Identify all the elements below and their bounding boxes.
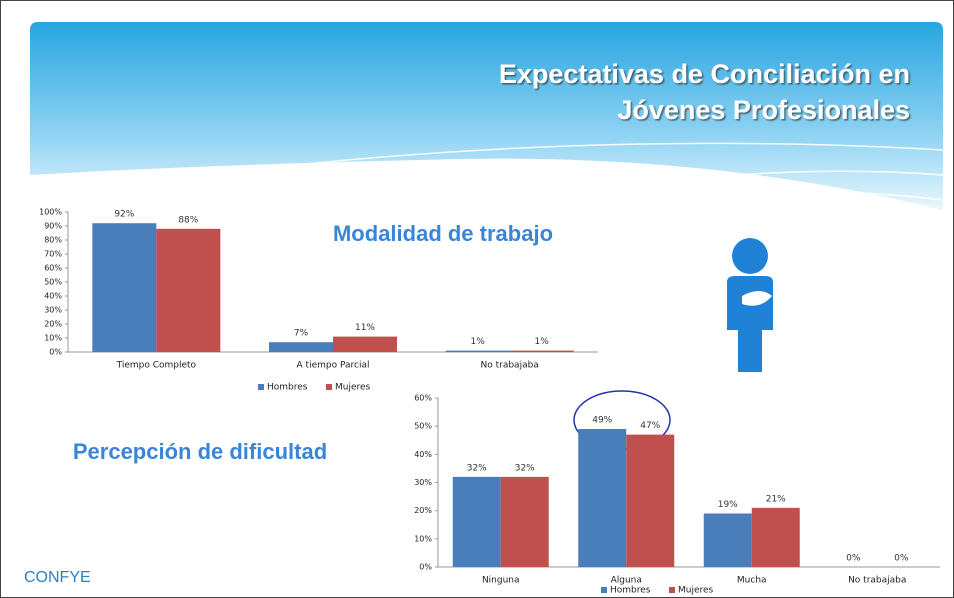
legend-label: Hombres: [610, 586, 651, 596]
slide-title: Expectativas de Conciliación en: [499, 59, 910, 89]
x-tick-label: No trabajaba: [481, 361, 539, 371]
x-tick-label: Mucha: [737, 576, 767, 586]
bar: [452, 476, 501, 567]
x-tick-label: Alguna: [611, 576, 642, 586]
x-tick-label: Ninguna: [482, 576, 520, 586]
bar: [578, 428, 627, 567]
x-tick-label: Tiempo Completo: [116, 361, 197, 371]
y-tick-label: 30%: [44, 306, 62, 315]
y-tick-label: 90%: [44, 222, 62, 231]
y-tick-label: 100%: [39, 208, 62, 217]
legend-label: Hombres: [267, 383, 308, 393]
bar: [500, 476, 549, 567]
y-tick-label: 30%: [414, 478, 432, 487]
value-label: 49%: [592, 415, 612, 425]
value-label: 88%: [178, 215, 198, 225]
y-tick-label: 0%: [419, 563, 432, 572]
value-label: 0%: [846, 554, 861, 564]
y-tick-label: 40%: [44, 292, 62, 301]
y-tick-label: 0%: [49, 348, 62, 357]
y-tick-label: 10%: [414, 534, 432, 543]
bar: [333, 336, 397, 352]
x-tick-label: No trabajaba: [848, 576, 906, 586]
y-tick-label: 50%: [44, 278, 62, 287]
chart-title: Modalidad de trabajo: [333, 221, 553, 246]
value-label: 0%: [894, 554, 909, 564]
value-label: 32%: [515, 463, 535, 473]
legend-swatch: [326, 384, 332, 390]
legend-swatch: [601, 587, 607, 593]
value-label: 19%: [718, 500, 738, 510]
y-tick-label: 10%: [44, 334, 62, 343]
y-tick-label: 60%: [414, 394, 432, 403]
bar: [509, 350, 574, 352]
value-label: 92%: [114, 210, 134, 220]
bar: [92, 223, 157, 352]
legend-label: Mujeres: [678, 586, 714, 596]
y-tick-label: 60%: [44, 264, 62, 273]
footer: CONFYE: [24, 569, 91, 586]
x-tick-label: A tiempo Parcial: [297, 361, 370, 371]
y-tick-label: 40%: [414, 450, 432, 459]
bar: [156, 228, 221, 352]
legend-swatch: [669, 587, 675, 593]
value-label: 32%: [467, 463, 487, 473]
value-label: 7%: [294, 329, 309, 339]
bar: [703, 513, 752, 567]
bar: [445, 350, 510, 352]
y-tick-label: 20%: [44, 320, 62, 329]
header-band: [30, 22, 943, 210]
y-tick-label: 20%: [414, 506, 432, 515]
value-label: 11%: [355, 323, 375, 333]
value-label: 21%: [766, 494, 786, 504]
value-label: 47%: [640, 421, 660, 431]
legend-label: Mujeres: [335, 383, 371, 393]
y-tick-label: 50%: [414, 422, 432, 431]
slide-title: Jóvenes Profesionales: [617, 95, 910, 125]
value-label: 1%: [471, 337, 486, 347]
bar: [269, 342, 333, 352]
y-tick-label: 80%: [44, 236, 62, 245]
chart-title: Percepción de dificultad: [73, 439, 327, 464]
person-icon: [727, 238, 773, 372]
bar: [751, 507, 800, 567]
value-label: 1%: [535, 337, 550, 347]
bar: [626, 434, 675, 567]
legend-swatch: [258, 384, 264, 390]
header-wave: [249, 142, 944, 211]
y-tick-label: 70%: [44, 250, 62, 259]
